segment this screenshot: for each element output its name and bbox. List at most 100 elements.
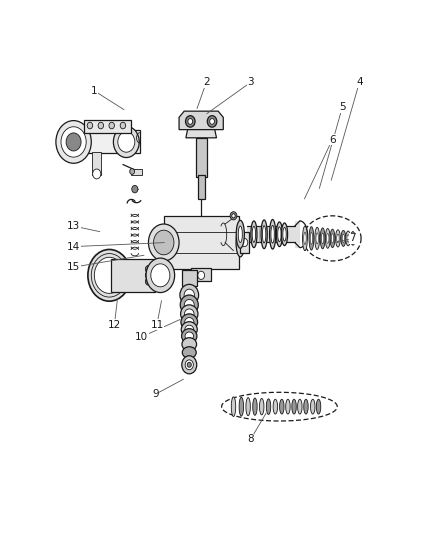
Ellipse shape bbox=[180, 305, 198, 323]
Ellipse shape bbox=[329, 229, 334, 248]
Text: 5: 5 bbox=[338, 102, 345, 112]
Ellipse shape bbox=[184, 309, 194, 319]
Circle shape bbox=[94, 257, 124, 293]
Bar bbox=[247, 226, 294, 243]
Bar bbox=[191, 268, 211, 281]
Ellipse shape bbox=[270, 225, 274, 243]
Circle shape bbox=[181, 356, 196, 374]
Circle shape bbox=[109, 122, 114, 129]
Ellipse shape bbox=[315, 233, 318, 244]
Ellipse shape bbox=[320, 228, 324, 249]
Ellipse shape bbox=[184, 318, 194, 327]
Circle shape bbox=[153, 230, 173, 255]
Text: 11: 11 bbox=[150, 320, 163, 329]
Ellipse shape bbox=[261, 220, 267, 248]
Ellipse shape bbox=[331, 234, 333, 243]
Bar bbox=[92, 152, 101, 175]
Ellipse shape bbox=[259, 399, 263, 415]
Ellipse shape bbox=[345, 231, 350, 246]
Ellipse shape bbox=[276, 222, 282, 247]
Ellipse shape bbox=[310, 399, 314, 414]
Circle shape bbox=[145, 278, 151, 285]
Ellipse shape bbox=[262, 225, 265, 243]
Circle shape bbox=[120, 260, 146, 291]
Bar bbox=[84, 120, 131, 133]
Text: 14: 14 bbox=[67, 241, 80, 252]
Ellipse shape bbox=[238, 226, 242, 243]
Circle shape bbox=[151, 264, 170, 287]
Circle shape bbox=[207, 116, 216, 127]
Ellipse shape bbox=[231, 397, 235, 416]
Circle shape bbox=[185, 116, 194, 127]
Circle shape bbox=[148, 224, 179, 261]
Text: 2: 2 bbox=[202, 77, 209, 87]
Circle shape bbox=[240, 238, 247, 247]
Circle shape bbox=[197, 271, 204, 279]
Ellipse shape bbox=[335, 230, 339, 247]
Circle shape bbox=[130, 168, 134, 174]
Bar bbox=[163, 216, 238, 269]
Circle shape bbox=[98, 122, 103, 129]
Ellipse shape bbox=[182, 347, 196, 358]
Circle shape bbox=[187, 118, 192, 124]
Ellipse shape bbox=[185, 332, 193, 340]
Ellipse shape bbox=[180, 295, 198, 314]
Ellipse shape bbox=[308, 227, 313, 250]
Circle shape bbox=[185, 116, 194, 127]
Ellipse shape bbox=[180, 284, 198, 306]
Circle shape bbox=[61, 127, 86, 157]
Ellipse shape bbox=[325, 229, 329, 248]
Ellipse shape bbox=[277, 227, 280, 241]
Bar bbox=[68, 131, 140, 154]
Ellipse shape bbox=[336, 234, 339, 243]
Ellipse shape bbox=[181, 322, 197, 337]
Ellipse shape bbox=[184, 289, 194, 301]
Ellipse shape bbox=[279, 399, 283, 414]
Bar bbox=[240, 232, 248, 253]
Ellipse shape bbox=[351, 235, 353, 242]
Ellipse shape bbox=[281, 223, 287, 246]
Ellipse shape bbox=[316, 399, 320, 414]
Circle shape bbox=[145, 272, 151, 279]
Text: 12: 12 bbox=[108, 320, 121, 329]
Ellipse shape bbox=[282, 228, 286, 241]
Ellipse shape bbox=[236, 220, 244, 248]
Circle shape bbox=[113, 126, 139, 158]
Ellipse shape bbox=[251, 227, 255, 243]
Ellipse shape bbox=[184, 300, 194, 310]
Circle shape bbox=[56, 120, 91, 163]
Ellipse shape bbox=[303, 399, 307, 414]
Bar bbox=[198, 175, 204, 199]
Ellipse shape bbox=[341, 235, 344, 243]
Text: 1: 1 bbox=[91, 86, 97, 95]
Circle shape bbox=[187, 118, 192, 124]
Circle shape bbox=[87, 122, 92, 129]
Circle shape bbox=[145, 265, 151, 273]
Text: 4: 4 bbox=[355, 77, 362, 87]
Ellipse shape bbox=[321, 233, 323, 244]
Circle shape bbox=[120, 122, 125, 129]
Ellipse shape bbox=[346, 235, 349, 242]
Circle shape bbox=[92, 169, 101, 179]
Text: 15: 15 bbox=[67, 262, 80, 272]
Ellipse shape bbox=[181, 338, 196, 351]
Ellipse shape bbox=[314, 227, 319, 249]
Circle shape bbox=[209, 118, 214, 124]
Circle shape bbox=[117, 132, 134, 152]
Circle shape bbox=[146, 258, 174, 293]
Ellipse shape bbox=[239, 397, 243, 416]
Circle shape bbox=[124, 265, 141, 286]
Bar bbox=[294, 221, 299, 248]
Text: 6: 6 bbox=[328, 135, 335, 145]
Text: 3: 3 bbox=[247, 77, 253, 87]
Ellipse shape bbox=[184, 325, 193, 334]
Text: 7: 7 bbox=[349, 233, 355, 244]
Circle shape bbox=[187, 362, 191, 367]
Ellipse shape bbox=[310, 232, 312, 244]
Bar bbox=[111, 259, 155, 292]
Bar bbox=[181, 270, 196, 286]
Text: 10: 10 bbox=[135, 332, 148, 342]
Ellipse shape bbox=[180, 314, 197, 330]
Ellipse shape bbox=[340, 230, 345, 246]
Ellipse shape bbox=[291, 399, 296, 414]
